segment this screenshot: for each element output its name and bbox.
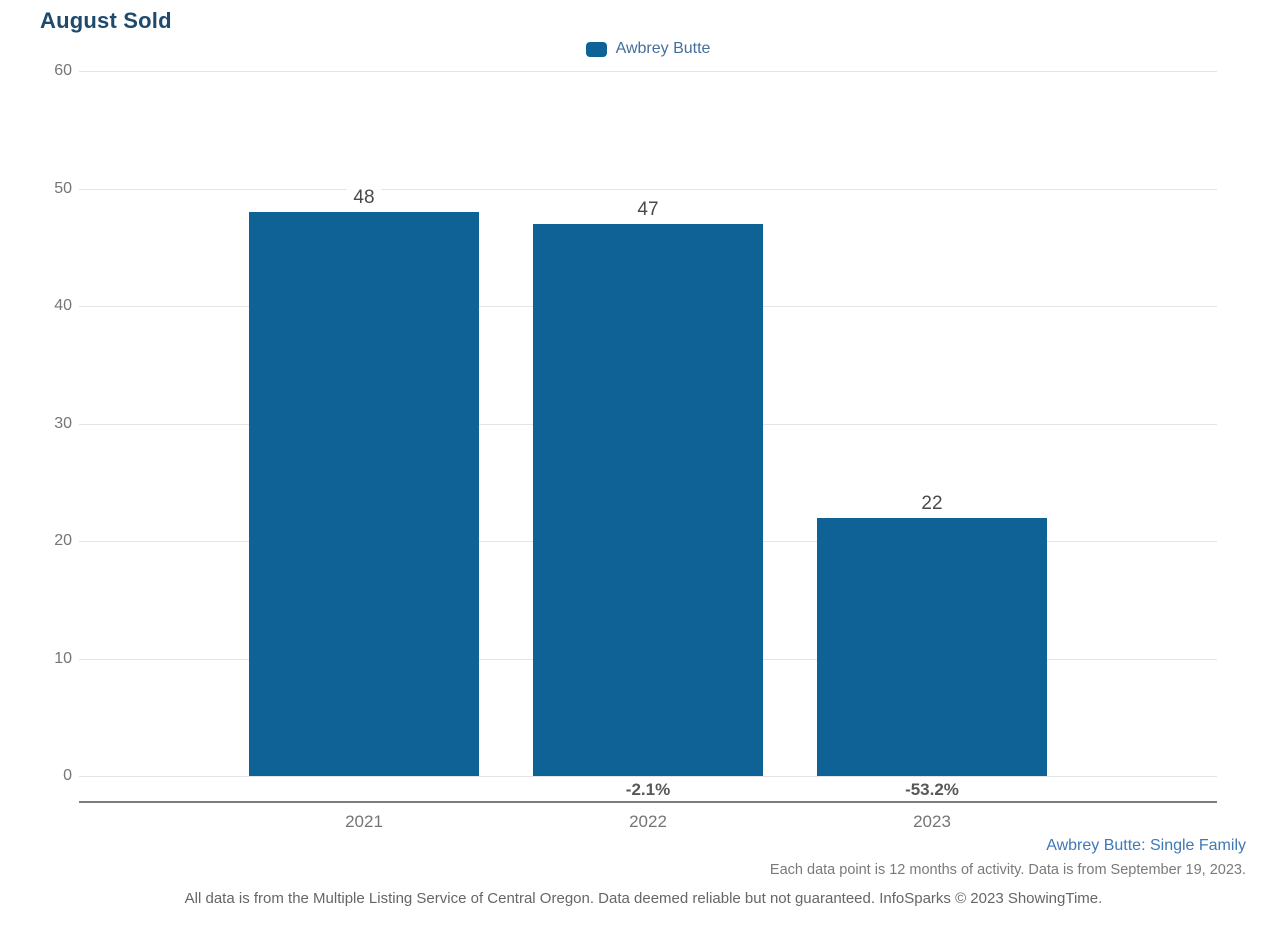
legend[interactable]: Awbrey Butte xyxy=(79,38,1217,60)
y-axis-tick-label: 10 xyxy=(54,650,72,667)
x-axis-tick-label: 2022 xyxy=(629,812,667,831)
bar-2023 xyxy=(817,518,1047,776)
y-axis-tick-label: 60 xyxy=(54,62,72,79)
bar-2022 xyxy=(533,224,763,776)
legend-label: Awbrey Butte xyxy=(615,40,711,57)
bar-value-label: 48 xyxy=(249,187,479,209)
bar-2021 xyxy=(249,212,479,776)
y-axis-tick-label: 0 xyxy=(63,767,72,784)
data-note: Each data point is 12 months of activity… xyxy=(769,862,1246,878)
y-axis-tick-label: 30 xyxy=(54,415,72,432)
x-axis-tick-label: 2023 xyxy=(913,812,951,831)
grid-line xyxy=(79,189,1217,190)
bar-value-label: 22 xyxy=(817,493,1047,515)
pct-change-label: -2.1% xyxy=(625,780,671,799)
bar-value-label: 47 xyxy=(533,199,763,221)
x-axis-tick-label: 2021 xyxy=(345,812,383,831)
pct-change-label: -53.2% xyxy=(905,780,959,799)
disclaimer: All data is from the Multiple Listing Se… xyxy=(184,890,1103,907)
y-axis-tick-label: 20 xyxy=(54,532,72,549)
legend-swatch-icon xyxy=(585,41,607,57)
grid-line xyxy=(79,776,1217,777)
x-axis-line xyxy=(79,801,1217,803)
chart-title: August Sold xyxy=(40,8,172,33)
series-description: Awbrey Butte: Single Family xyxy=(1046,837,1246,854)
y-axis-tick-label: 50 xyxy=(54,180,72,197)
grid-line xyxy=(79,71,1217,72)
y-axis-tick-label: 40 xyxy=(54,297,72,314)
